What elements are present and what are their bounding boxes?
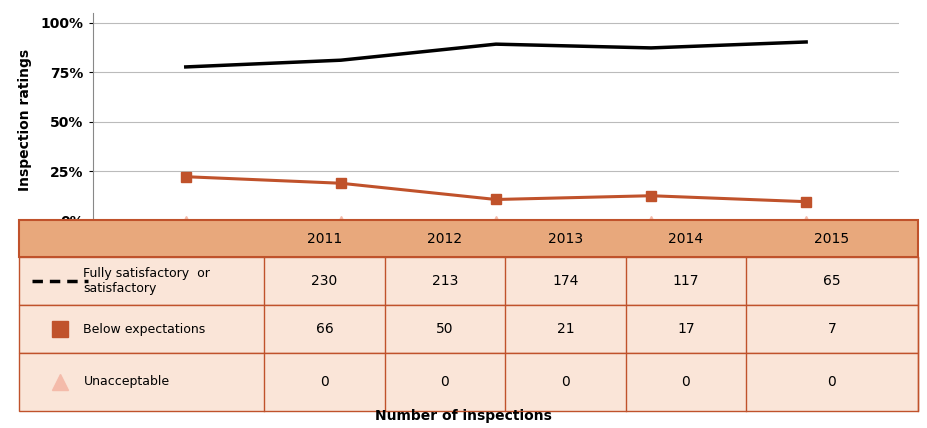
Text: Number of inspections: Number of inspections <box>375 409 552 423</box>
Text: Below expectations: Below expectations <box>83 323 206 336</box>
Text: 213: 213 <box>432 274 458 288</box>
Text: 0: 0 <box>320 375 329 389</box>
Text: 65: 65 <box>823 274 841 288</box>
Text: 117: 117 <box>673 274 699 288</box>
Text: 7: 7 <box>828 322 836 336</box>
Text: 0: 0 <box>828 375 836 389</box>
Text: 50: 50 <box>437 322 453 336</box>
Text: 66: 66 <box>315 322 334 336</box>
Text: 2013: 2013 <box>548 232 583 246</box>
Text: 0: 0 <box>561 375 570 389</box>
Text: Fully satisfactory  or
satisfactory: Fully satisfactory or satisfactory <box>83 267 210 295</box>
Text: 2014: 2014 <box>668 232 704 246</box>
Text: Unacceptable: Unacceptable <box>83 375 170 389</box>
Text: 2015: 2015 <box>815 232 849 246</box>
FancyBboxPatch shape <box>19 305 918 353</box>
Text: 2011: 2011 <box>307 232 342 246</box>
Text: 230: 230 <box>311 274 337 288</box>
Text: 21: 21 <box>556 322 575 336</box>
FancyBboxPatch shape <box>19 353 918 411</box>
Text: 17: 17 <box>677 322 695 336</box>
FancyBboxPatch shape <box>19 220 918 257</box>
Text: 0: 0 <box>681 375 691 389</box>
Text: 2012: 2012 <box>427 232 463 246</box>
Text: 0: 0 <box>440 375 450 389</box>
Y-axis label: Inspection ratings: Inspection ratings <box>19 49 32 191</box>
Text: 174: 174 <box>552 274 578 288</box>
FancyBboxPatch shape <box>19 257 918 305</box>
